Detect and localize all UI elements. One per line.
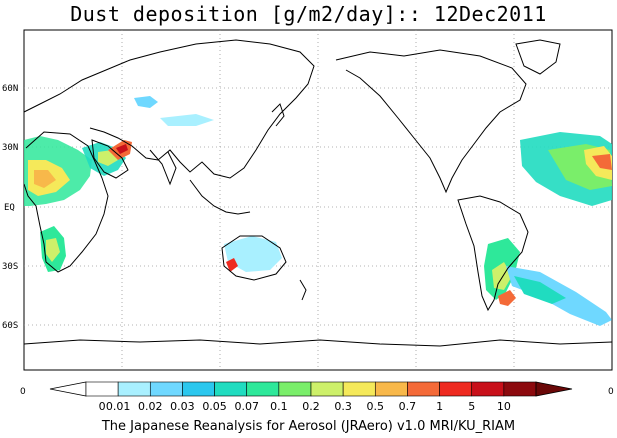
dust-sahara-hot (34, 170, 56, 188)
dust-australia (224, 236, 282, 272)
colorbar-tick-label: 0.05 (202, 400, 227, 413)
dust-south-atlantic-inner (514, 276, 566, 304)
colorbar-swatch (246, 381, 280, 397)
coast-new-zealand (299, 279, 307, 301)
coast-north-america (335, 49, 527, 194)
dust-south-africa-core (46, 238, 60, 262)
colorbar-tick-label: 0.7 (399, 400, 417, 413)
colorbar-tick-label: 0.2 (302, 400, 320, 413)
colorbar-swatch (278, 381, 312, 397)
coast-arabia (91, 139, 129, 179)
coast-japan (271, 103, 285, 127)
colorbar-over-arrow (535, 381, 573, 397)
colorbar-tick-label: 5 (468, 400, 475, 413)
colorbar-tick-label: 0.02 (138, 400, 163, 413)
colorbar-swatch (149, 381, 183, 397)
colorbar-swatch (310, 381, 344, 397)
colorbar-swatch (182, 381, 215, 397)
coast-antarctica (23, 339, 613, 347)
dust-atlantic-hot (592, 154, 612, 170)
dust-asia-streak (160, 114, 214, 126)
coast-india (149, 149, 177, 186)
coast-south-america (457, 195, 529, 312)
colorbar-under-arrow (49, 381, 87, 397)
colorbar-edge-min: 0 (20, 387, 26, 397)
colorbar-tick-label: 0 (99, 400, 106, 413)
colorbar-swatch (503, 381, 537, 397)
colorbar-swatch (471, 381, 505, 397)
map-title: Dust deposition [g/m2/day]:: 12Dec2011 (70, 2, 547, 26)
colorbar-swatch (342, 381, 376, 397)
coast-eurasia (23, 39, 315, 179)
credit-line: The Japanese Reanalysis for Aerosol (JRA… (101, 419, 516, 434)
colorbar-tick-label: 0.1 (270, 400, 288, 413)
lat-label-30s: 30S (2, 262, 18, 272)
dust-central-asia (134, 96, 158, 108)
coastlines (23, 39, 613, 347)
dust-gulf-core (116, 144, 128, 154)
colorbar-tick-label: 0.07 (234, 400, 259, 413)
colorbar-swatch (117, 381, 151, 397)
colorbar-swatch (214, 381, 248, 397)
lat-label-60s: 60S (2, 321, 18, 331)
coast-se-asia (189, 179, 251, 215)
colorbar-tick-label: 0.3 (334, 400, 352, 413)
lat-label-60n: 60N (2, 84, 18, 94)
coast-greenland (515, 39, 561, 75)
colorbar-swatch (374, 381, 408, 397)
dust-patagonia-hot (498, 290, 516, 306)
colorbar-edge-max: 0 (608, 387, 614, 397)
colorbar: 0 0.01 0.02 0.03 0.05 0.07 0.1 0.2 0.3 0.5 0.7 1 5 10 (49, 381, 573, 413)
coast-australia (221, 235, 287, 281)
lat-label-30n: 30N (2, 143, 18, 153)
colorbar-swatch (85, 381, 119, 397)
colorbar-swatch (407, 381, 440, 397)
dust-shading (24, 96, 612, 326)
colorbar-tick-label: 10 (497, 400, 511, 413)
dust-australia-red (226, 258, 238, 272)
colorbar-tick-label: 0.01 (106, 400, 131, 413)
colorbar-swatch (439, 381, 473, 397)
coast-africa (23, 131, 109, 273)
colorbar-tick-label: 0.5 (367, 400, 385, 413)
graticule (24, 30, 612, 370)
lat-label-eq: EQ (4, 203, 15, 213)
colorbar-tick-label: 0.03 (170, 400, 195, 413)
colorbar-tick-label: 1 (436, 400, 443, 413)
